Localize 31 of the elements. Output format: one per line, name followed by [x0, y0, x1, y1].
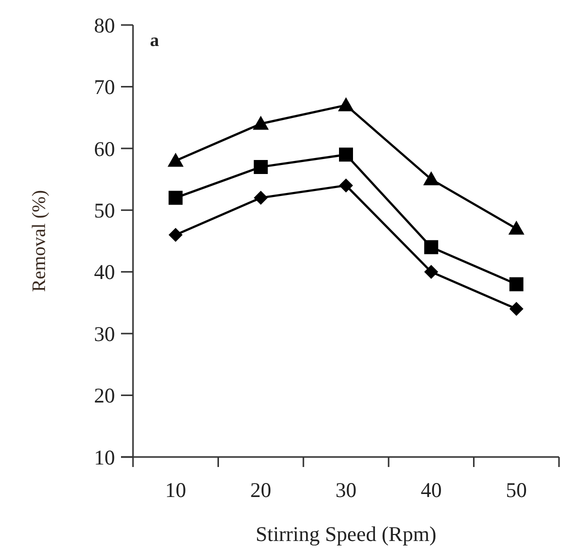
point [168, 152, 184, 167]
point [339, 178, 353, 192]
annotation: a [150, 30, 159, 50]
point [509, 302, 524, 316]
point [252, 116, 269, 130]
y-tick-label: 40 [94, 260, 115, 284]
y-tick-label: 50 [94, 198, 115, 222]
x-tick-label: 10 [165, 478, 186, 502]
x-axis-title: Stirring Speed (Rpm) [256, 522, 436, 546]
x-tick-label: 40 [420, 478, 442, 502]
point [339, 148, 353, 162]
x-tick-label: 50 [506, 478, 527, 502]
y-tick-label: 10 [94, 445, 115, 470]
y-tick-label: 70 [94, 75, 115, 100]
y-tick-label: 80 [94, 13, 115, 38]
point [509, 277, 524, 292]
point [423, 171, 440, 186]
point [254, 160, 268, 174]
y-tick-label: 30 [94, 322, 115, 346]
point [424, 264, 438, 279]
point [424, 240, 438, 254]
point [168, 228, 183, 242]
x-tick-label: 20 [250, 478, 272, 502]
point [338, 97, 354, 112]
y-axis-title: Removal (%) [29, 190, 50, 292]
y-tick-label: 20 [94, 384, 115, 408]
point [508, 220, 524, 235]
x-tick-label: 30 [336, 478, 356, 502]
point [168, 190, 183, 205]
point [254, 190, 268, 205]
y-tick-label: 60 [94, 136, 115, 161]
